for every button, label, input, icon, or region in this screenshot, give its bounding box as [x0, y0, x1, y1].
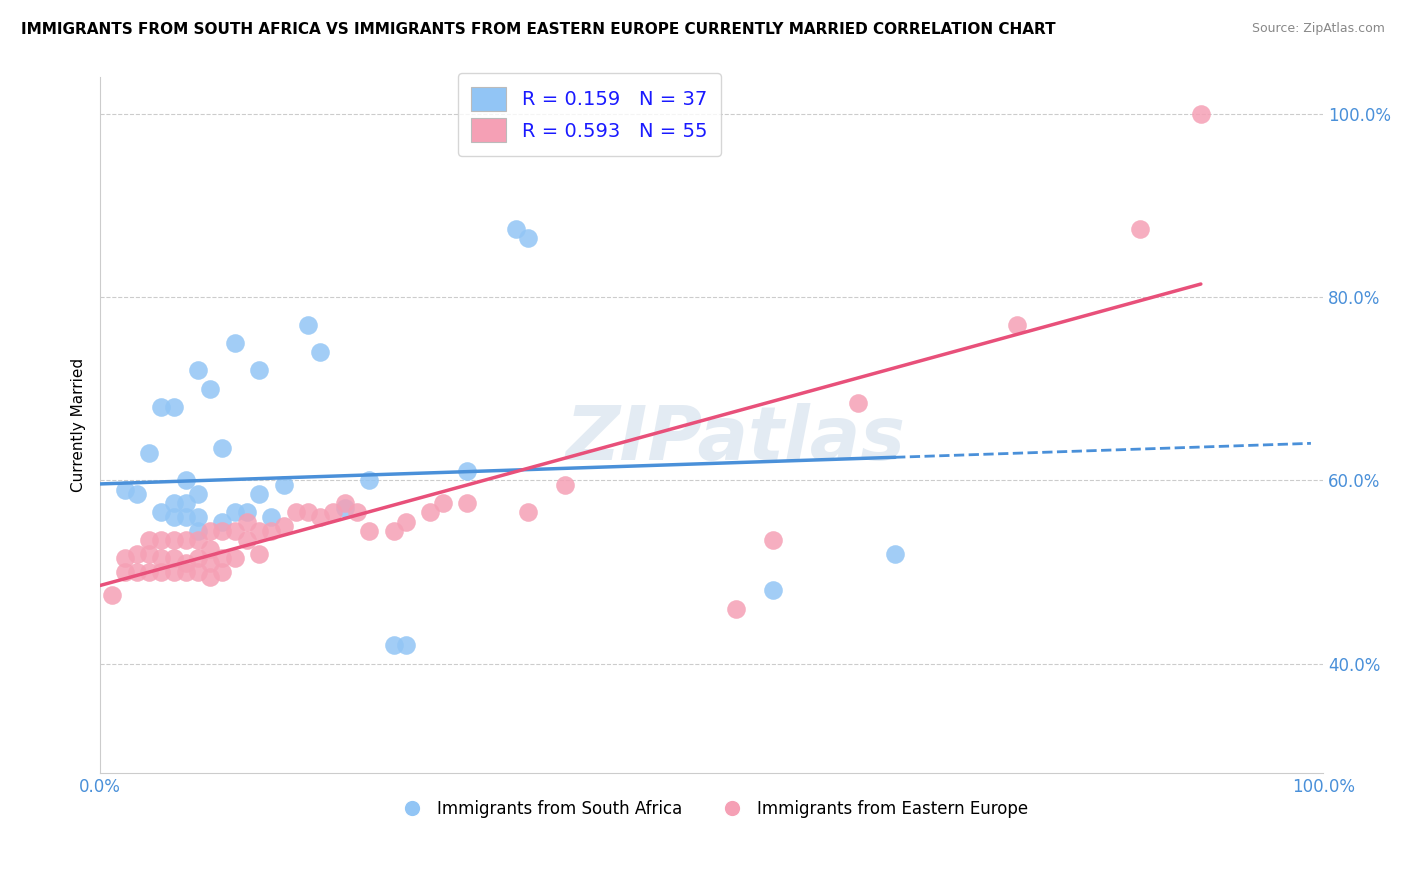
Point [187, 524, 209, 538]
Point [884, 547, 907, 561]
Point [162, 551, 184, 566]
Point [456, 464, 478, 478]
Point [187, 565, 209, 579]
Point [174, 556, 197, 570]
Point [273, 519, 295, 533]
Point [200, 569, 222, 583]
Point [162, 510, 184, 524]
Point [1129, 221, 1152, 235]
Text: IMMIGRANTS FROM SOUTH AFRICA VS IMMIGRANTS FROM EASTERN EUROPE CURRENTLY MARRIED: IMMIGRANTS FROM SOUTH AFRICA VS IMMIGRAN… [21, 22, 1056, 37]
Point [150, 565, 173, 579]
Point [359, 524, 381, 538]
Point [187, 551, 209, 566]
Point [200, 556, 222, 570]
Point [162, 496, 184, 510]
Point [762, 583, 785, 598]
Point [236, 515, 259, 529]
Point [125, 547, 148, 561]
Point [247, 363, 270, 377]
Point [114, 844, 136, 858]
Point [505, 221, 527, 235]
Point [125, 487, 148, 501]
Point [321, 505, 343, 519]
Point [174, 533, 197, 547]
Point [200, 382, 222, 396]
Text: ZIPatlas: ZIPatlas [567, 403, 905, 475]
Point [150, 505, 173, 519]
Point [848, 395, 870, 409]
Point [260, 510, 283, 524]
Point [200, 542, 222, 557]
Point [211, 524, 233, 538]
Point [187, 533, 209, 547]
Point [224, 505, 246, 519]
Point [187, 363, 209, 377]
Point [359, 474, 381, 488]
Point [200, 524, 222, 538]
Point [273, 478, 295, 492]
Point [138, 565, 160, 579]
Point [211, 515, 233, 529]
Point [297, 318, 319, 332]
Point [211, 565, 233, 579]
Y-axis label: Currently Married: Currently Married [72, 359, 86, 492]
Point [725, 601, 748, 615]
Point [174, 474, 197, 488]
Point [309, 510, 332, 524]
Point [162, 565, 184, 579]
Point [247, 487, 270, 501]
Point [150, 533, 173, 547]
Point [150, 400, 173, 414]
Point [309, 345, 332, 359]
Point [236, 533, 259, 547]
Point [224, 551, 246, 566]
Point [162, 533, 184, 547]
Point [224, 336, 246, 351]
Point [114, 565, 136, 579]
Point [333, 500, 356, 515]
Point [236, 505, 259, 519]
Point [432, 496, 454, 510]
Point [125, 565, 148, 579]
Point [174, 510, 197, 524]
Point [114, 551, 136, 566]
Point [284, 505, 307, 519]
Point [1007, 318, 1029, 332]
Point [297, 505, 319, 519]
Point [395, 638, 418, 652]
Point [138, 446, 160, 460]
Point [382, 638, 405, 652]
Point [174, 565, 197, 579]
Point [224, 524, 246, 538]
Point [138, 533, 160, 547]
Point [333, 496, 356, 510]
Point [517, 230, 540, 244]
Point [138, 547, 160, 561]
Point [517, 505, 540, 519]
Point [187, 510, 209, 524]
Point [150, 551, 173, 566]
Point [247, 547, 270, 561]
Point [101, 588, 124, 602]
Point [456, 496, 478, 510]
Point [247, 524, 270, 538]
Point [211, 551, 233, 566]
Point [260, 524, 283, 538]
Point [114, 483, 136, 497]
Point [174, 496, 197, 510]
Point [187, 487, 209, 501]
Point [762, 533, 785, 547]
Point [162, 400, 184, 414]
Point [1189, 107, 1212, 121]
Point [419, 505, 441, 519]
Point [554, 478, 576, 492]
Point [211, 442, 233, 456]
Point [395, 515, 418, 529]
Text: Source: ZipAtlas.com: Source: ZipAtlas.com [1251, 22, 1385, 36]
Point [346, 505, 368, 519]
Point [382, 524, 405, 538]
Legend: Immigrants from South Africa, Immigrants from Eastern Europe: Immigrants from South Africa, Immigrants… [388, 793, 1035, 824]
